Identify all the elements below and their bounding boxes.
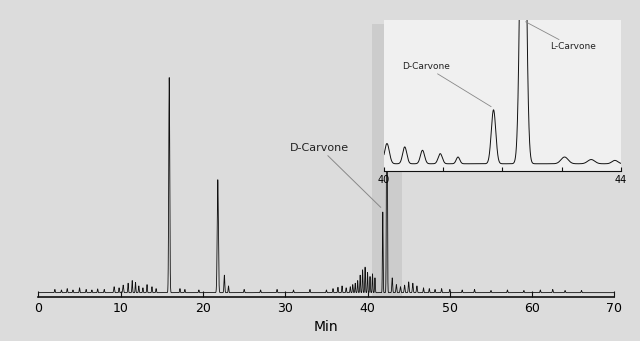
Bar	[372, 24, 402, 297]
Text: D-Carvone: D-Carvone	[291, 143, 381, 207]
Text: D-Carvone: D-Carvone	[402, 62, 491, 107]
X-axis label: Min: Min	[314, 320, 339, 334]
Text: L-Carvone: L-Carvone	[389, 45, 459, 93]
Text: L-Carvone: L-Carvone	[525, 22, 596, 51]
